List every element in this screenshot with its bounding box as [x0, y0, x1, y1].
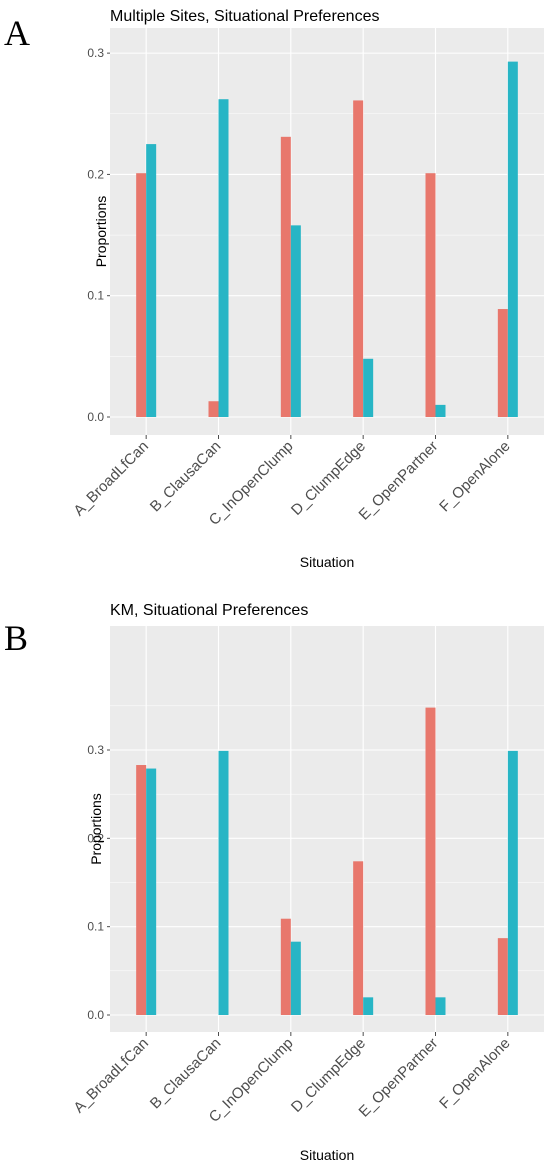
y-tick-label: 0.1 — [87, 920, 104, 934]
x-tick-label: B_ClausaCan — [147, 1035, 224, 1112]
x-axis-title: Situation — [300, 1147, 354, 1163]
x-tick-label: A_BroadLfCan — [70, 438, 152, 520]
bar — [218, 99, 229, 417]
panel-letter: A — [4, 13, 30, 53]
chart-panel-a: A 0.0 0.1 0.2 0.3 A_BroadLfCan B_ClausaCan C_I… — [4, 8, 544, 570]
panel-letter: B — [4, 618, 29, 658]
y-tick-label: 0.1 — [87, 289, 104, 303]
bar — [425, 707, 436, 1015]
bar — [136, 765, 147, 1015]
bar — [497, 309, 508, 417]
x-tick-label: E_OpenPartner — [356, 438, 442, 524]
x-tick-label: F_OpenAlone — [436, 438, 513, 515]
bar — [435, 404, 446, 417]
bar — [425, 173, 436, 417]
y-tick-label: 0.3 — [87, 46, 104, 60]
x-tick-label: F_OpenAlone — [436, 1035, 513, 1112]
plot-background — [110, 28, 544, 435]
bar — [363, 358, 374, 417]
bar — [507, 750, 518, 1015]
x-tick-label: D_ClumpEdge — [288, 438, 369, 519]
y-tick-label: 0.2 — [87, 831, 104, 845]
bar — [507, 61, 518, 417]
bar — [208, 401, 219, 417]
y-axis-title: Proportions — [88, 793, 104, 865]
bar — [353, 100, 364, 418]
y-tick-label: 0.0 — [87, 1008, 104, 1022]
x-tick-label: B_ClausaCan — [147, 438, 224, 515]
chart-title: Multiple Sites, Situational Preferences — [110, 8, 379, 25]
bar — [353, 861, 364, 1015]
bar — [363, 997, 374, 1015]
bar — [218, 750, 229, 1015]
bar — [497, 938, 508, 1015]
y-tick-label: 0.3 — [87, 743, 104, 757]
chart-title: KM, Situational Preferences — [110, 602, 308, 619]
plot-background — [110, 626, 544, 1032]
bar-chart-a: 0.00.10.20.3A_BroadLfCanB_ClausaCanC_InO… — [70, 8, 544, 570]
bar — [146, 144, 157, 417]
x-tick-label: A_BroadLfCan — [70, 1035, 152, 1117]
bar — [280, 136, 291, 418]
x-axis-title: Situation — [300, 554, 354, 570]
y-tick-label: 0.2 — [87, 167, 104, 181]
bar-chart-b: 0.00.10.20.3A_BroadLfCanB_ClausaCanC_InO… — [70, 602, 544, 1163]
bar — [136, 173, 147, 417]
bar — [290, 225, 301, 417]
bar — [290, 941, 301, 1015]
bar — [435, 997, 446, 1015]
x-tick-label: D_ClumpEdge — [288, 1035, 369, 1116]
chart-panel-b: B 0.0 0.1 0.2 0.3 A_BroadLfCan B_ClausaCan C_I… — [0, 595, 550, 1170]
y-tick-label: 0.0 — [87, 410, 104, 424]
x-tick-label: E_OpenPartner — [356, 1035, 442, 1121]
y-axis-title: Proportions — [93, 196, 109, 268]
bar — [280, 918, 291, 1015]
bar — [146, 768, 157, 1015]
